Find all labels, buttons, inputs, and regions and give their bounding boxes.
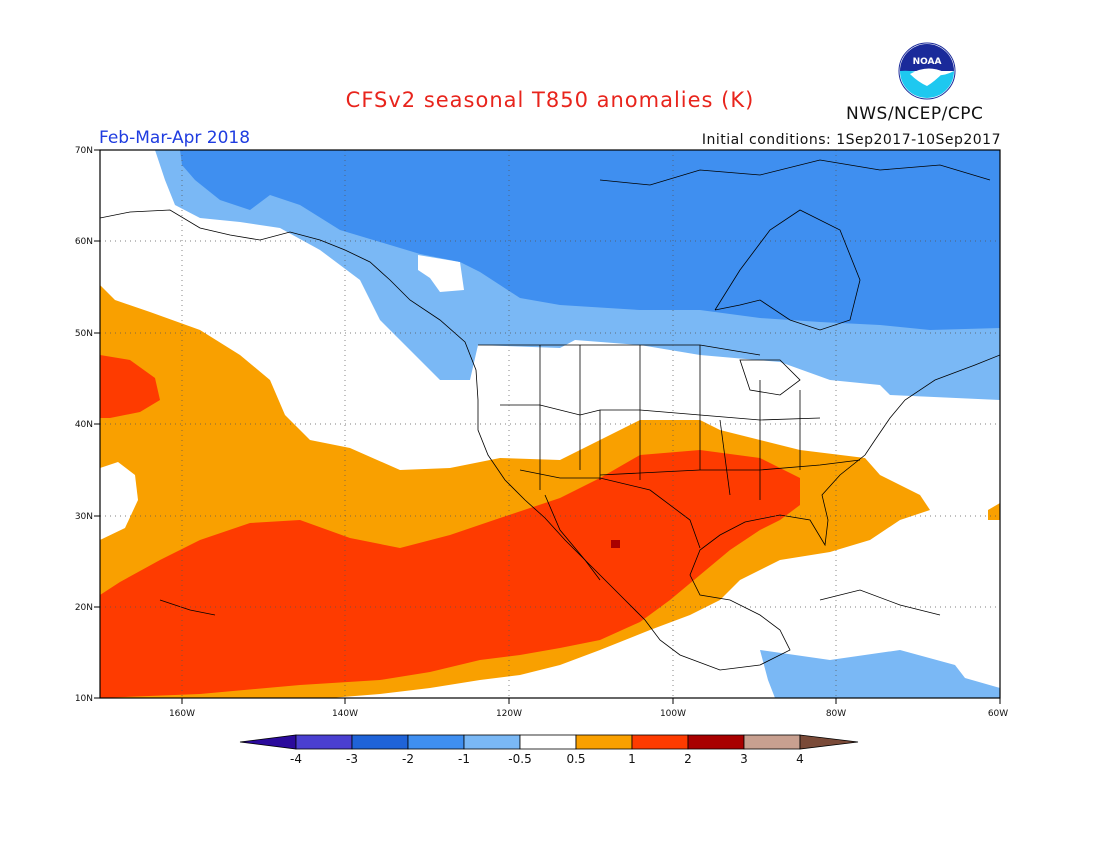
colorbar-label-05: 0.5 <box>566 752 586 766</box>
colorbar-segment-2-3 <box>687 734 745 750</box>
colorbar-segment-minus3-minus2 <box>351 734 409 750</box>
lon-label-160w: 160W <box>169 709 195 719</box>
agency-label: NWS/NCEP/CPC <box>846 104 984 124</box>
lat-label-20n: 20N <box>75 603 93 613</box>
lat-label-60n: 60N <box>75 237 93 247</box>
colorbar-label-3: 3 <box>740 752 748 766</box>
neutral-patch-bc <box>418 255 464 292</box>
lon-label-120w: 120W <box>496 709 522 719</box>
forecast-period: Feb-Mar-Apr 2018 <box>99 128 251 148</box>
colorbar-segment-05-1 <box>575 734 633 750</box>
lat-label-10n: 10N <box>75 694 93 704</box>
moderate-cold-anomaly-region <box>180 150 1000 330</box>
colorbar-label-2: 2 <box>684 752 692 766</box>
colorbar-segment-below-minus4 <box>239 734 297 750</box>
colorbar-segment-minus1-minus05 <box>463 734 521 750</box>
lon-label-100w: 100W <box>660 709 686 719</box>
lat-label-50n: 50N <box>75 329 93 339</box>
colorbar-label-minus1: -1 <box>458 752 470 766</box>
colorbar-label-1: 1 <box>628 752 636 766</box>
colorbar-label-minus05: -0.5 <box>508 752 532 766</box>
noaa-logo-text: NOAA <box>913 57 942 67</box>
colorbar-label-minus4: -4 <box>290 752 302 766</box>
warm-anomaly-region <box>100 450 800 698</box>
colorbar-label-minus2: -2 <box>402 752 414 766</box>
colorbar-segment-neutral <box>519 734 577 750</box>
colorbar-label-4: 4 <box>796 752 804 766</box>
lon-label-140w: 140W <box>332 709 358 719</box>
colorbar <box>239 734 859 750</box>
map-title: CFSv2 seasonal T850 anomalies (K) <box>345 88 755 112</box>
lat-label-40n: 40N <box>75 420 93 430</box>
colorbar-segment-1-2 <box>631 734 689 750</box>
lon-label-60w: 60W <box>988 709 1008 719</box>
lon-label-80w: 80W <box>826 709 846 719</box>
caribbean-cold-anomaly-region <box>760 650 1000 698</box>
strong-warm-anomaly-cell <box>611 540 620 548</box>
coastlines <box>100 159 1000 671</box>
colorbar-label-minus3: -3 <box>346 752 358 766</box>
lat-label-30n: 30N <box>75 512 93 522</box>
noaa-logo: NOAA <box>898 42 956 100</box>
colorbar-segment-above-4 <box>799 734 859 750</box>
colorbar-segment-minus2-minus1 <box>407 734 465 750</box>
north-pacific-warm-patch <box>100 355 160 418</box>
axis-ticks <box>94 149 1001 704</box>
lat-label-70n: 70N <box>75 146 93 156</box>
initial-conditions: Initial conditions: 1Sep2017-10Sep2017 <box>701 132 1001 148</box>
colorbar-segment-minus4-minus3 <box>295 734 353 750</box>
colorbar-segment-3-4 <box>743 734 801 750</box>
neutral-patch-pacific <box>100 462 138 540</box>
graticule <box>100 150 1000 698</box>
